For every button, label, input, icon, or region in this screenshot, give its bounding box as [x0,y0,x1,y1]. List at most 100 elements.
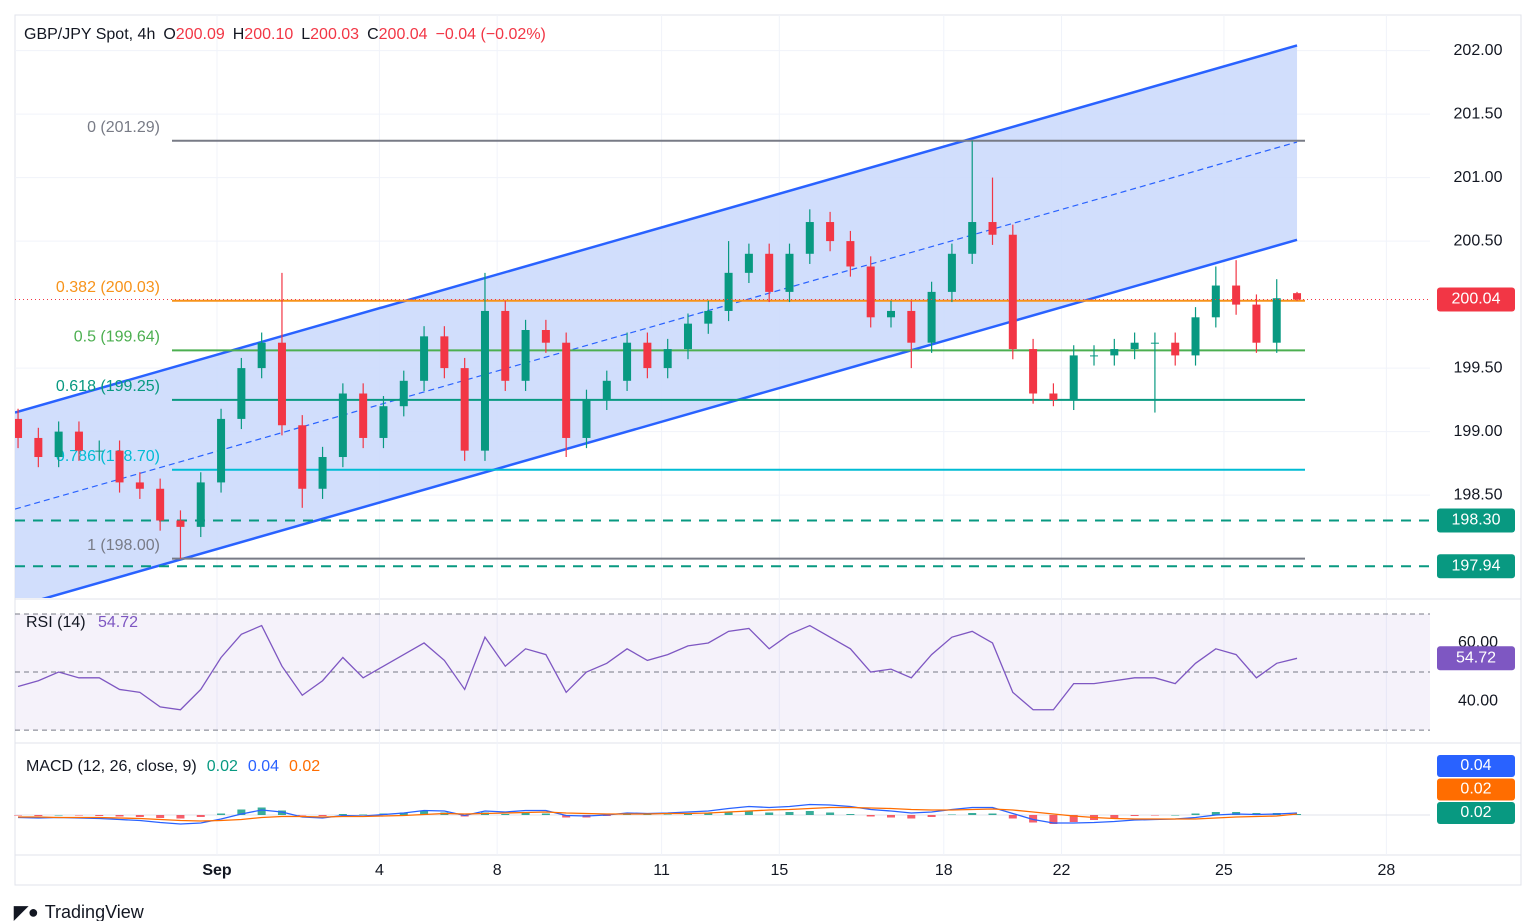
price-badge [1437,287,1515,312]
fib-label: 0.382 (200.03) [56,279,160,296]
candle-body [135,482,144,489]
x-tick-label: 8 [493,862,502,879]
candle-body [623,342,632,381]
candle-body [379,406,388,438]
rsi-band [15,613,1430,731]
candle-body [541,329,550,343]
macd-histogram-bar [257,807,266,815]
candle-body [927,291,936,343]
macd-histogram-bar [156,815,165,818]
value-badge [1437,802,1515,824]
macd-histogram-bar [927,815,936,817]
change: −0.04 (−0.02%) [435,26,546,43]
candle-body [826,222,835,242]
x-tick-label: Sep [202,862,232,879]
price-badge [1437,554,1515,579]
brand: TradingView [44,902,144,921]
candle-body [582,399,591,438]
y-tick-label: 201.50 [1454,105,1503,122]
price-badge-label: 198.30 [1452,512,1501,529]
y-tick-label: 40.00 [1458,692,1498,709]
macd-histogram-bar [744,810,753,815]
candle-body [176,520,185,527]
y-tick-label: 202.00 [1454,42,1503,59]
macd-histogram-bar [14,815,23,816]
candle-body [562,342,571,438]
candle-body [217,418,226,483]
indicator-title: RSI (14) [26,614,86,631]
macd-histogram-bar [95,815,104,816]
macd-histogram-bar [338,814,347,815]
macd-histogram-bar [1049,815,1058,824]
value-badge [1437,755,1515,777]
value-badge [1437,778,1515,801]
macd-histogram-bar [1008,815,1017,819]
ohlc-key: H [232,26,245,43]
macd-histogram-bar [663,814,672,815]
ohlc-value: 200.03 [310,26,360,43]
x-tick-label: 15 [770,862,788,879]
candle-body [196,482,205,527]
macd-histogram-bar [237,809,246,815]
symbol: GBP/JPY Spot, 4h [24,26,156,43]
value-badge-label: 54.72 [1456,650,1496,667]
ohlc-value: 200.10 [244,26,294,43]
candle-body [1293,293,1302,300]
candle-body [765,253,774,292]
main-plot: 0 (201.29) 0.382 (200.03) 0.5 (199.64) 0.61… [15,44,1430,598]
macd-histogram-bar [683,813,692,815]
candle-body [34,437,43,458]
candle-body [501,310,510,381]
macd-histogram-bar [785,812,794,815]
logo-icon: ◤● [14,902,39,921]
candle-body [237,368,246,419]
candle-body [704,310,713,324]
fib-label: 0.618 (199.25) [56,378,160,395]
macd-histogram-bar [826,812,835,815]
ohlc-key: L [301,26,311,43]
macd-histogram-bar [887,815,896,818]
candle-body [1090,355,1099,357]
candle-body [440,336,449,369]
macd-histogram-bar [643,814,652,815]
macd-histogram-bar [907,815,916,819]
candle-body [298,425,307,489]
x-tick-label: 18 [935,862,953,879]
candle-body [805,222,814,254]
macd-histogram-bar [74,815,83,816]
candle-body [988,222,997,235]
candle-body [947,253,956,292]
candle-body [1211,285,1220,318]
y-tick-label: 200.50 [1454,232,1503,249]
macd-histogram-bar [968,813,977,815]
ohlc-value: 200.04 [378,26,428,43]
indicator-value: 0.04 [248,758,279,775]
candle-body [744,253,753,273]
macd-histogram-bar [54,815,63,816]
candle-body [1272,298,1281,343]
macd-histogram-bar [1130,815,1139,816]
candle-body [1110,349,1119,356]
candle-body [724,272,733,311]
candle-body [460,368,469,451]
symbol-header: GBP/JPY Spot, 4h O200.09 H200.10 L200.03 C20… [24,26,554,44]
candle-body [156,488,165,521]
x-tick-label: 28 [1377,862,1395,879]
candle-body [1049,393,1058,400]
macd-histogram-bar [420,811,429,815]
indicator-value: 0.02 [289,758,320,775]
candle-body [785,253,794,292]
candle-body [683,323,692,350]
macd-histogram-bar [1191,813,1200,815]
candle-body [521,329,530,381]
candle-body [846,241,855,267]
candle-body [1008,234,1017,350]
ohlc-key: O [163,26,176,43]
macd-histogram-bar [866,815,875,817]
macd-histogram-bar [501,814,510,815]
macd-histogram-bar [298,815,307,816]
candle-body [1232,285,1241,305]
candle-body [54,431,63,458]
x-tick-label: 25 [1215,862,1233,879]
candle-body [866,266,875,318]
